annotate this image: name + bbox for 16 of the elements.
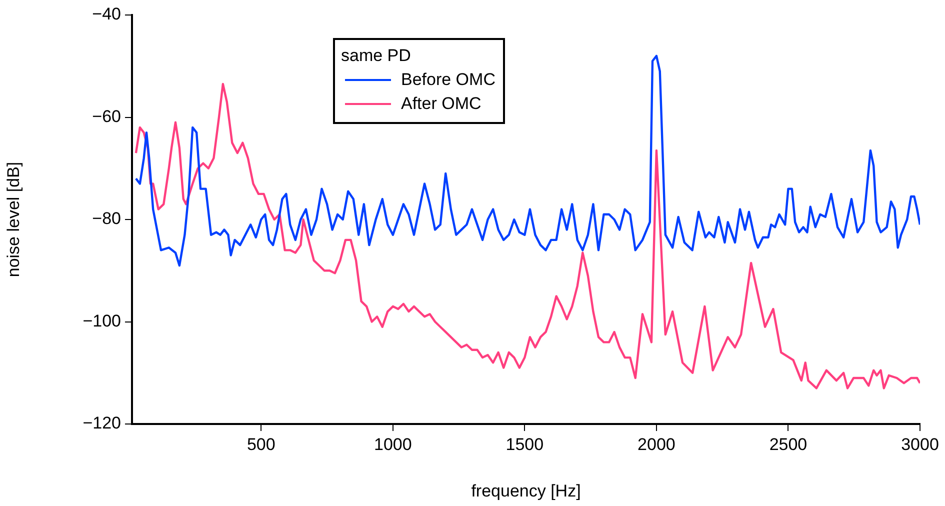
x-tick-label: 1000	[374, 434, 412, 454]
x-axis-title: frequency [Hz]	[471, 481, 581, 500]
legend-title: same PD	[341, 45, 412, 67]
y-tick-label: −120	[82, 414, 121, 433]
x-tick-label: 500	[246, 434, 276, 454]
x-tick-label: 3000	[901, 434, 939, 454]
x-tick-label: 2500	[769, 434, 808, 454]
legend-label: After OMC	[401, 93, 482, 115]
y-tick-label: −40	[92, 4, 121, 24]
x-tick-label: 2000	[638, 434, 676, 454]
legend-label: Before OMC	[401, 69, 496, 91]
y-tick-label: −100	[82, 311, 121, 330]
y-axis-title: noise level [dB]	[4, 162, 23, 278]
y-tick-label: −60	[92, 106, 121, 126]
y-tick-label: −80	[92, 209, 121, 228]
x-tick-label: 1500	[506, 434, 544, 454]
